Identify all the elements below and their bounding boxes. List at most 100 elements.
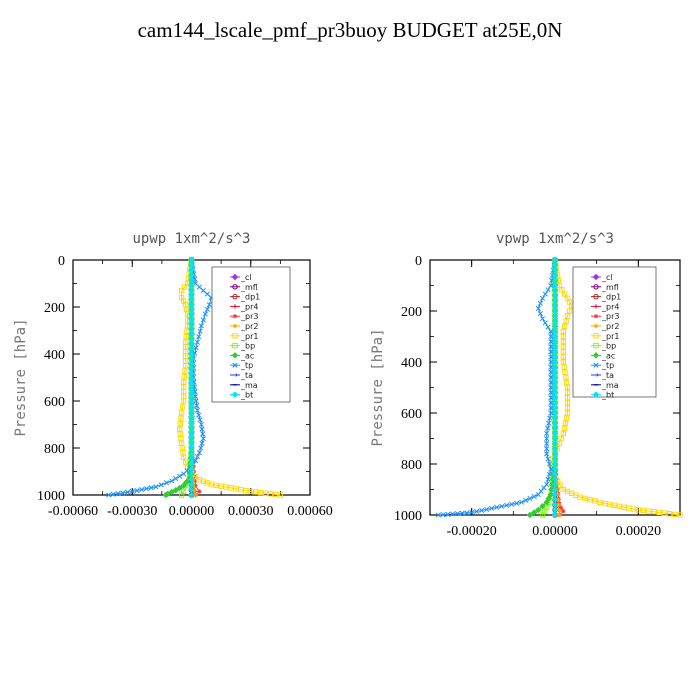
legend-label: _ma [601, 381, 619, 390]
legend-label: _tp [601, 361, 614, 370]
data-point [194, 454, 200, 460]
data-point [564, 405, 571, 411]
series-pr1 [548, 257, 683, 518]
data-point [544, 435, 550, 442]
data-point [148, 485, 154, 491]
data-point [560, 430, 566, 437]
chart-panel-upwp: upwp 1xm^2/s^3 Pressure [hPa] 0 200 400 600 80… [13, 231, 333, 519]
series-line [438, 259, 556, 516]
data-point [542, 291, 548, 297]
data-point [169, 478, 175, 484]
data-point [196, 450, 202, 456]
data-point [548, 339, 554, 345]
data-point [539, 316, 546, 322]
data-point [182, 368, 188, 374]
legend-item-pr3: _pr3 [230, 312, 258, 321]
data-point [582, 495, 588, 502]
data-point [196, 284, 202, 290]
data-point [197, 328, 203, 334]
data-point [178, 492, 185, 498]
data-point [666, 511, 673, 517]
legend-box [572, 266, 657, 398]
data-point [548, 369, 554, 375]
legend-swatch-marker [593, 304, 599, 309]
data-point [272, 491, 279, 498]
legend-swatch-marker [232, 304, 238, 309]
data-point [177, 473, 183, 479]
data-point [548, 374, 554, 380]
data-point [474, 508, 480, 514]
data-point [194, 403, 200, 409]
data-point [560, 328, 566, 335]
legend: _cl_mfl_dp1_pr4_pr3_pr2_pr1_bp_ac_tp_ta_… [572, 266, 657, 400]
legend-swatch-marker [593, 342, 599, 349]
legend-label: _mfl [601, 283, 619, 292]
legend-label: _mfl [240, 283, 258, 292]
data-point [531, 493, 537, 500]
data-point [489, 505, 495, 511]
data-point [564, 313, 571, 319]
y-axis-label: Pressure [hPa] [370, 328, 386, 446]
data-point [562, 291, 568, 297]
data-point [548, 390, 554, 396]
data-point [129, 488, 135, 495]
legend-item-cl: _cl [230, 273, 252, 282]
legend-label: _dp1 [240, 293, 260, 302]
data-point [543, 499, 550, 506]
legend-item-ta: _ta [230, 371, 253, 380]
data-point [562, 323, 568, 329]
series-pr1 [176, 257, 284, 498]
legend-box [211, 266, 291, 403]
data-point [192, 393, 199, 399]
data-point [218, 483, 224, 489]
chart-panel-vpwp: vpwp 1xm^2/s^3 Pressure [hPa] 0 200 400 600 80… [370, 231, 683, 539]
data-point [479, 507, 485, 513]
data-point [120, 490, 126, 496]
data-point [194, 339, 200, 345]
data-point [646, 508, 652, 514]
legend-swatch-marker [593, 333, 599, 339]
legend-label: _bp [240, 342, 255, 351]
data-point [143, 486, 150, 492]
data-point [548, 405, 554, 411]
data-point [206, 302, 212, 308]
data-point [526, 511, 534, 519]
data-point [545, 287, 551, 293]
data-point [564, 395, 571, 401]
data-point [560, 338, 566, 345]
legend-item-bt: _bt [591, 391, 614, 400]
data-point [561, 425, 568, 431]
data-point [563, 374, 569, 380]
data-point [243, 487, 249, 494]
data-point [564, 410, 571, 416]
legend-swatch-marker [593, 373, 599, 377]
y-tick-label: 600 [401, 407, 422, 422]
x-tick-label: -0.00030 [107, 504, 157, 519]
data-point [200, 287, 206, 294]
data-point [509, 501, 515, 507]
legend-label: _ac [601, 351, 615, 360]
legend-swatch-marker [232, 342, 238, 349]
data-point [124, 489, 131, 495]
data-point [560, 359, 566, 365]
legend-label: _ta [240, 371, 253, 380]
data-point [587, 497, 593, 503]
data-point [177, 421, 183, 427]
data-point [672, 511, 678, 518]
data-point [158, 482, 164, 488]
legend-item-ma: _ma [591, 381, 619, 390]
data-point [464, 510, 470, 516]
legend-label: _pr1 [601, 332, 619, 341]
data-point [566, 308, 573, 314]
data-point [178, 287, 185, 294]
data-point [577, 494, 583, 500]
data-point [539, 502, 546, 510]
data-point [180, 482, 187, 489]
data-point [199, 426, 205, 432]
data-point [537, 310, 543, 317]
data-point [546, 461, 552, 467]
data-point [197, 489, 202, 494]
legend-item-ta: _ta [591, 371, 614, 380]
data-point [198, 421, 204, 428]
data-point [548, 364, 554, 370]
